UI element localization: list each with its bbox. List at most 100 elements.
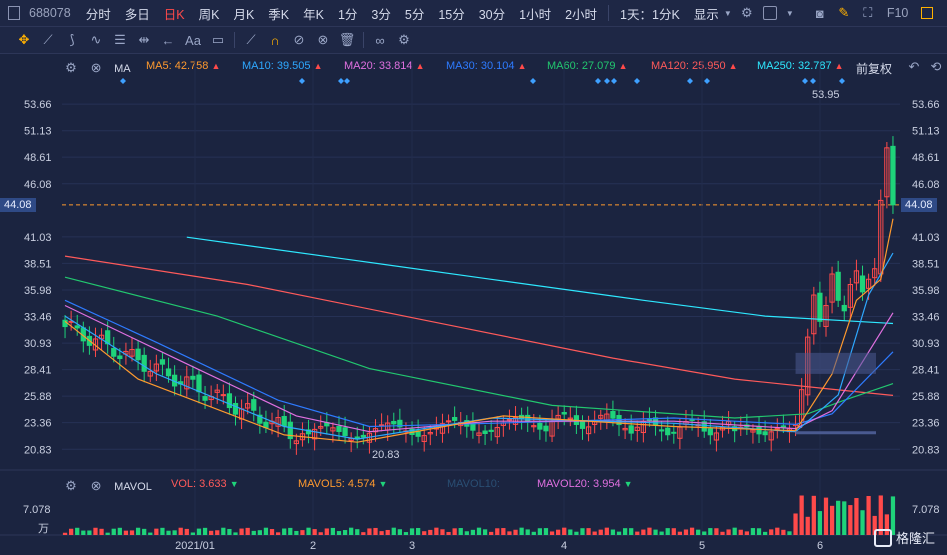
hide-icon[interactable]: ⊗: [317, 32, 329, 47]
volume-bar-4: [87, 530, 92, 535]
signal-dot-6: [604, 78, 610, 84]
camera-icon[interactable]: ◙: [815, 5, 824, 21]
ruler-icon[interactable]: ⟋: [246, 32, 256, 47]
volume-bar-121: [799, 495, 804, 535]
fib-tool-icon[interactable]: ☰: [114, 32, 126, 47]
chevron-down-icon[interactable]: ▼: [723, 8, 732, 18]
lock-icon[interactable]: ⊘: [293, 32, 305, 47]
signal-dot-10: [704, 78, 710, 84]
volume-bar-5: [93, 527, 98, 535]
watermark-text: 格隆汇: [896, 531, 936, 546]
volume-bar-93: [629, 528, 634, 535]
arrow-up-icon: ▲: [517, 61, 527, 71]
chevron-down-icon[interactable]: ▼: [785, 8, 794, 18]
period-tab-2[interactable]: 日K: [163, 7, 185, 22]
line-tool-icon[interactable]: ⟋: [43, 32, 53, 47]
price-tick-left-1: 51.13: [24, 126, 52, 138]
period-tab-1[interactable]: 多日: [124, 7, 150, 22]
period-tab-3[interactable]: 周K: [198, 7, 220, 22]
candle-body-82: [561, 412, 567, 415]
period-bar: 688078 分时 多日 日K 周K 月K 季K 年K 1分 3分 5分 15分 30分 1小时 2小时 …: [0, 0, 947, 27]
volume-bar-72: [501, 528, 506, 535]
trash-icon[interactable]: 🗑: [338, 32, 356, 47]
volume-bar-112: [744, 531, 749, 535]
candle-body-73: [506, 418, 513, 421]
close-icon[interactable]: ⊗: [90, 478, 102, 493]
volume-bar-33: [263, 527, 269, 535]
period-tab-7[interactable]: 1分: [337, 7, 358, 22]
volume-bar-123: [811, 495, 816, 535]
period-tab-13[interactable]: 2小时: [565, 7, 598, 22]
candle-body-32: [257, 414, 263, 424]
period-tab-12[interactable]: 1小时: [519, 7, 552, 22]
legend-item-5: MA120: 25.950 ▲: [651, 60, 738, 72]
arrow-up-icon: ▲: [834, 61, 844, 71]
candle-body-45: [336, 425, 342, 432]
volume-bar-77: [531, 531, 536, 535]
comment-tool-icon[interactable]: ▭: [211, 32, 225, 47]
period-tab-10[interactable]: 15分: [438, 7, 465, 22]
settings-icon[interactable]: ⚙: [65, 478, 77, 493]
candle-body-64: [452, 416, 458, 421]
move-icon[interactable]: ✥: [18, 32, 30, 47]
period-tab-5[interactable]: 季K: [268, 7, 290, 22]
candle-body-90: [610, 411, 616, 419]
period-tab-11[interactable]: 30分: [478, 7, 506, 22]
volume-bar-84: [574, 531, 579, 535]
candle-body-135: [884, 147, 890, 198]
display-menu[interactable]: 显示: [693, 7, 719, 22]
candle-body-27: [226, 393, 233, 409]
period-tab-0[interactable]: 分时: [85, 7, 111, 22]
layout-checkbox[interactable]: [762, 6, 777, 20]
settings-icon[interactable]: ⚙: [398, 32, 410, 47]
link-icon[interactable]: ∞: [375, 32, 385, 48]
period-tab-4[interactable]: 月K: [233, 7, 255, 22]
f10-button[interactable]: F10: [886, 6, 909, 20]
candle-body-49: [360, 434, 366, 438]
text-tool-icon[interactable]: Aa: [185, 32, 201, 48]
signal-dot-8: [634, 78, 640, 84]
adjust-menu[interactable]: 前复权: [856, 62, 893, 76]
price-tick-right-1: 51.13: [912, 126, 940, 138]
sidebar-toggle-icon[interactable]: [8, 6, 20, 20]
candle-body-9: [117, 355, 123, 360]
period-combo-select[interactable]: 1天：1分K: [620, 7, 680, 22]
volume-bar-111: [738, 529, 743, 535]
high-price-label: 53.95: [812, 89, 840, 101]
pencil-icon[interactable]: ✎: [838, 5, 850, 20]
volume-bar-75: [519, 527, 524, 535]
period-tab-9[interactable]: 5分: [404, 7, 425, 22]
candle-body-35: [275, 417, 281, 427]
volume-bar-45: [336, 531, 342, 535]
ma120-line: [64, 255, 894, 396]
volume-bar-125: [823, 497, 829, 535]
date-tick-0: 2021/01: [175, 540, 215, 552]
magnet-icon[interactable]: ∩: [270, 32, 280, 48]
period-tab-6[interactable]: 年K: [303, 7, 324, 22]
candle-body-69: [482, 430, 488, 435]
period-tab-8[interactable]: 3分: [371, 7, 391, 22]
settings-icon[interactable]: ⚙: [740, 5, 753, 20]
candle-body-114: [756, 426, 762, 435]
orange-box-icon[interactable]: [921, 7, 934, 19]
candle-body-124: [817, 292, 823, 322]
wave-tool-icon[interactable]: ∿: [90, 32, 102, 47]
signal-dot-4: [530, 78, 536, 84]
range-tool-icon[interactable]: ⇹: [138, 32, 150, 47]
volume-bar-10: [123, 530, 129, 535]
price-tick-right-6: 38.51: [912, 258, 940, 270]
arrow-tool-icon[interactable]: ←: [161, 32, 175, 48]
ma-legend-title: MA: [114, 63, 131, 75]
volume-bar-9: [117, 527, 122, 535]
volume-bar-101: [677, 531, 683, 535]
close-icon[interactable]: ⊗: [90, 60, 102, 75]
volume-bar-56: [403, 532, 409, 535]
reset-icon[interactable]: ⟲: [930, 59, 942, 74]
settings-icon[interactable]: ⚙: [65, 60, 77, 75]
volume-bar-16: [160, 527, 165, 535]
pen-tool-icon[interactable]: ⟆: [69, 32, 75, 47]
fullscreen-icon[interactable]: ⛶: [863, 5, 873, 20]
undo-icon[interactable]: ↶: [908, 59, 920, 74]
candle-body-23: [202, 396, 208, 401]
